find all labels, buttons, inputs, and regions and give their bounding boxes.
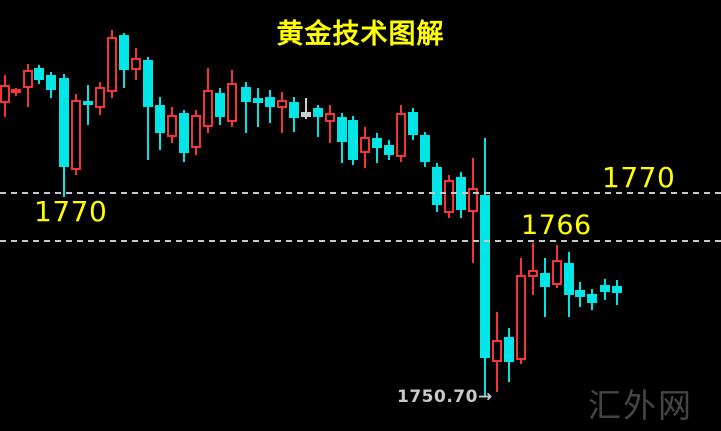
candle-body bbox=[46, 75, 56, 90]
low-price-text: 1750.70 bbox=[397, 387, 478, 407]
low-price-annotation: 1750.70→ bbox=[397, 387, 493, 407]
candle-body bbox=[34, 68, 44, 80]
candle-body bbox=[372, 138, 382, 148]
candle-body bbox=[313, 108, 323, 117]
candle-body bbox=[480, 195, 490, 358]
candle-wick bbox=[281, 92, 283, 133]
candle-body bbox=[191, 115, 201, 148]
candle-body bbox=[107, 37, 117, 92]
candle-body bbox=[348, 120, 358, 160]
candle-body bbox=[167, 115, 177, 137]
candle-body bbox=[289, 102, 299, 118]
site-watermark: 汇外网 bbox=[588, 386, 693, 425]
candle-wick bbox=[245, 82, 247, 133]
candle-body bbox=[119, 35, 129, 70]
candle-body bbox=[468, 188, 478, 212]
candle-wick bbox=[317, 105, 319, 137]
price-level-label-1766: 1766 bbox=[521, 210, 592, 241]
candle-body bbox=[71, 100, 81, 170]
candle-body bbox=[131, 58, 141, 70]
candle-body bbox=[215, 93, 225, 117]
candle-body bbox=[540, 273, 550, 287]
right-arrow-icon: → bbox=[477, 387, 493, 407]
candle-wick bbox=[257, 88, 259, 127]
candle-body bbox=[587, 294, 597, 303]
candle-body bbox=[203, 90, 213, 127]
candle-body bbox=[492, 340, 502, 362]
candle-wick bbox=[329, 105, 331, 143]
candle-body bbox=[23, 70, 33, 88]
candle-body bbox=[59, 78, 69, 167]
candle-body bbox=[528, 270, 538, 277]
candle-body bbox=[444, 180, 454, 213]
candle-wick bbox=[376, 133, 378, 163]
chart-title: 黄金技术图解 bbox=[276, 19, 445, 50]
candle-body bbox=[396, 113, 406, 157]
candle-body bbox=[420, 135, 430, 162]
price-level-label-1770-right: 1770 bbox=[602, 161, 676, 194]
candle-wick bbox=[305, 98, 307, 119]
candle-body bbox=[612, 286, 622, 293]
candle-body bbox=[301, 112, 311, 117]
candle-wick bbox=[532, 243, 534, 295]
candle-wick bbox=[147, 57, 149, 160]
resistance-line-1770 bbox=[0, 192, 721, 194]
candle-body bbox=[360, 137, 370, 153]
candle-body bbox=[516, 275, 526, 360]
candle-body bbox=[143, 60, 153, 107]
candle-body bbox=[552, 260, 562, 285]
candle-wick bbox=[544, 258, 546, 317]
candle-body bbox=[227, 83, 237, 122]
candle-body bbox=[325, 113, 335, 122]
candle-body bbox=[408, 112, 418, 135]
candle-body bbox=[265, 97, 275, 107]
candle-body bbox=[600, 285, 610, 292]
candle-body bbox=[337, 117, 347, 142]
candle-body bbox=[83, 101, 93, 105]
support-line-1766 bbox=[0, 240, 721, 242]
candle-body bbox=[95, 87, 105, 108]
candle-body bbox=[253, 98, 263, 103]
candle-body bbox=[504, 337, 514, 362]
candle-body bbox=[179, 113, 189, 153]
candle-wick bbox=[87, 85, 89, 125]
candle-body bbox=[384, 145, 394, 155]
candle-body bbox=[0, 85, 10, 103]
candle-body bbox=[11, 89, 21, 93]
candle-body bbox=[432, 167, 442, 205]
candle-body bbox=[277, 100, 287, 108]
price-level-label-1770-left: 1770 bbox=[34, 195, 108, 228]
candle-body bbox=[575, 290, 585, 297]
candle-body bbox=[155, 105, 165, 133]
candle-body bbox=[564, 263, 574, 295]
candle-body bbox=[241, 87, 251, 102]
